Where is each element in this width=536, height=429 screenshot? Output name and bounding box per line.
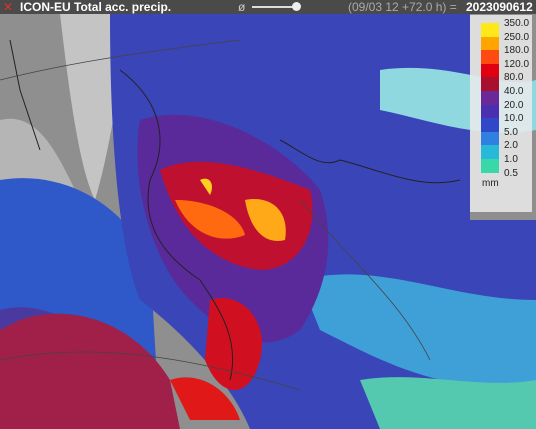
legend-label: 120.0 <box>504 58 530 70</box>
legend-swatch <box>481 145 499 159</box>
legend-swatch <box>481 63 499 78</box>
legend-label: 0.5 <box>504 167 518 179</box>
run-info: (09/03 12 +72.0 h) = <box>348 0 457 14</box>
legend-swatch <box>481 118 499 132</box>
legend-label: 250.0 <box>504 31 530 43</box>
legend-swatch <box>481 36 499 51</box>
slider-knob[interactable] <box>292 2 301 11</box>
legend: mm 350.0 250.0 180.0 120.0 80.0 40.0 20.0 10.0 5… <box>470 15 532 212</box>
legend-label: 180.0 <box>504 45 530 57</box>
close-icon[interactable]: ✕ <box>3 0 14 14</box>
legend-label: 10.0 <box>504 113 524 125</box>
legend-label: 80.0 <box>504 72 524 84</box>
legend-unit: mm <box>482 178 499 189</box>
top-bar: ✕ ICON-EU Total acc. precip. ø (09/03 12… <box>0 0 536 14</box>
legend-swatch <box>481 23 499 37</box>
legend-swatch <box>481 104 499 119</box>
legend-label: 350.0 <box>504 18 530 29</box>
legend-label: 40.0 <box>504 86 524 97</box>
opacity-slider[interactable] <box>252 6 298 8</box>
opacity-icon: ø <box>238 0 246 14</box>
legend-swatch <box>481 77 499 91</box>
legend-swatch <box>481 50 499 64</box>
legend-label: 1.0 <box>504 154 518 165</box>
legend-label: 5.0 <box>504 126 518 138</box>
title: ICON-EU Total acc. precip. <box>20 0 172 14</box>
valid-date: 2023090612 <box>466 0 533 14</box>
legend-swatch <box>481 91 499 105</box>
legend-label: 20.0 <box>504 99 524 111</box>
legend-label: 2.0 <box>504 140 518 152</box>
legend-swatch <box>481 131 499 146</box>
legend-swatch <box>481 159 499 173</box>
